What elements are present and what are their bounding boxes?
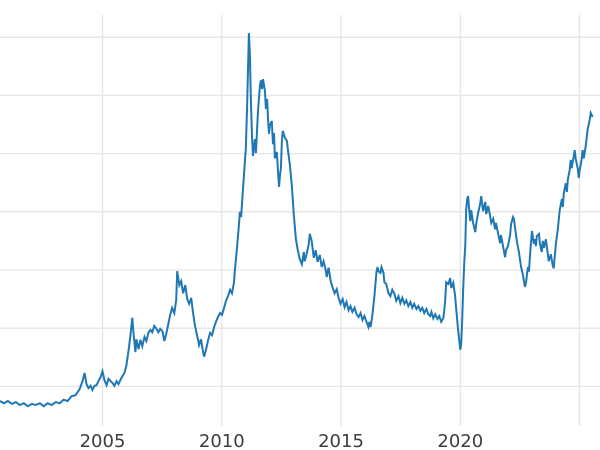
x-tick-label: 2010 (199, 431, 245, 450)
x-tick-label: 2015 (318, 431, 364, 450)
price-line-series (0, 33, 594, 408)
x-tick-label: 2020 (437, 431, 483, 450)
x-tick-label: 2005 (80, 431, 126, 450)
